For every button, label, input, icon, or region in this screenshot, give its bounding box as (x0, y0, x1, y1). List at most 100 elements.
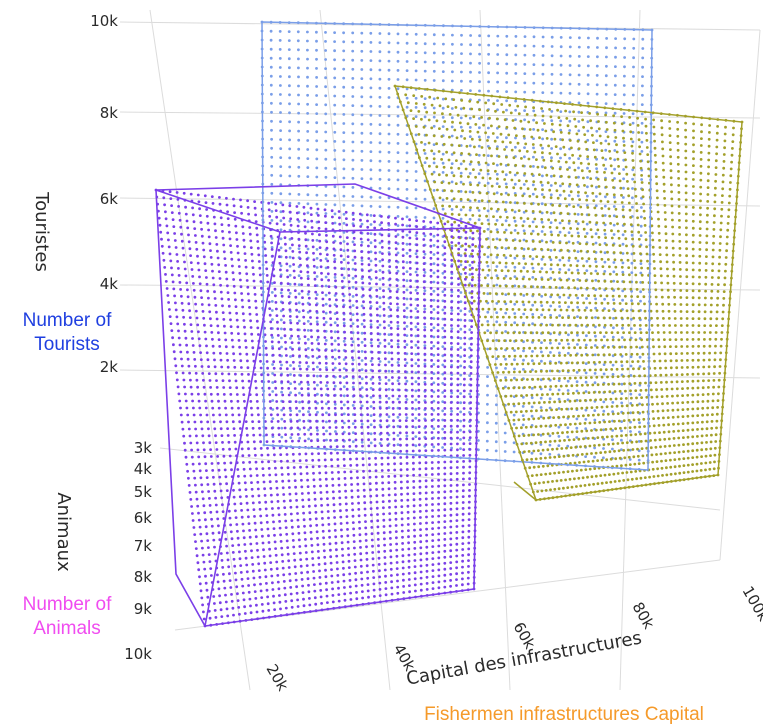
data-point (557, 271, 561, 274)
data-point (535, 393, 539, 397)
data-point (495, 403, 498, 407)
data-point (541, 308, 545, 312)
data-point (207, 235, 211, 239)
data-point (508, 171, 512, 174)
data-point (601, 265, 605, 268)
data-point (567, 219, 571, 223)
data-point (639, 281, 643, 284)
data-point (270, 164, 274, 168)
data-point (490, 315, 493, 319)
data-point (450, 290, 454, 294)
data-point (528, 224, 532, 228)
data-point (603, 390, 606, 394)
data-point (487, 71, 490, 75)
data-point (628, 338, 632, 342)
data-point (525, 292, 529, 296)
data-point (532, 165, 535, 168)
data-point (684, 121, 687, 125)
data-point (613, 449, 616, 453)
data-point (558, 301, 561, 304)
data-point (513, 354, 517, 358)
data-point (288, 66, 291, 70)
data-point (480, 245, 484, 249)
data-point (468, 130, 472, 133)
data-point (428, 164, 431, 168)
data-point (644, 439, 648, 443)
data-point (654, 288, 658, 292)
data-point (632, 56, 635, 60)
data-point (464, 242, 468, 246)
data-point (539, 473, 543, 476)
data-point (450, 276, 453, 280)
data-point (236, 244, 239, 248)
data-point (691, 331, 695, 334)
data-point (584, 427, 588, 431)
data-point (559, 211, 563, 215)
data-point (414, 133, 418, 137)
data-point (656, 203, 660, 207)
data-point (530, 396, 534, 400)
data-point (405, 297, 409, 301)
data-point (396, 443, 400, 446)
data-point (288, 102, 291, 106)
data-point (713, 193, 717, 197)
data-point (540, 202, 544, 206)
data-point (597, 185, 601, 188)
data-point (548, 108, 551, 111)
data-point (541, 156, 544, 159)
data-point (406, 101, 410, 105)
data-point (659, 373, 663, 377)
data-point (678, 464, 681, 468)
data-point (485, 448, 489, 452)
data-point (423, 252, 427, 256)
data-point (387, 205, 391, 209)
data-point (387, 333, 391, 336)
data-point (235, 238, 239, 241)
data-point (526, 217, 530, 221)
data-point (614, 316, 618, 320)
data-point (505, 62, 509, 66)
data-point (613, 139, 617, 143)
data-point (561, 138, 564, 142)
data-point (603, 450, 607, 454)
data-point (635, 280, 638, 284)
data-point (441, 152, 445, 156)
data-point (459, 190, 463, 193)
data-point (601, 435, 604, 439)
data-point (671, 408, 675, 412)
data-point (562, 454, 566, 458)
data-point (203, 194, 207, 198)
data-point (550, 54, 554, 58)
data-point (639, 224, 643, 228)
data-point (297, 66, 300, 70)
data-point (640, 121, 644, 125)
data-point (587, 45, 590, 49)
data-point (495, 357, 498, 361)
data-point (561, 219, 564, 223)
data-point (569, 353, 572, 357)
data-point (484, 101, 488, 105)
data-point (659, 366, 662, 370)
data-point (596, 436, 600, 439)
data-point (444, 97, 448, 101)
data-point (297, 247, 301, 251)
data-point (577, 92, 581, 95)
data-point (566, 212, 570, 216)
data-point (585, 259, 589, 263)
data-point (578, 198, 581, 202)
data-point (624, 237, 628, 241)
data-point (704, 262, 708, 265)
data-point (184, 205, 188, 209)
data-point (369, 214, 373, 217)
data-point (528, 194, 532, 198)
data-point (603, 251, 607, 255)
data-point (598, 243, 602, 247)
data-point (595, 157, 598, 161)
data-point (284, 249, 288, 253)
data-point (279, 192, 283, 196)
data-point (288, 111, 291, 115)
data-point (518, 370, 522, 374)
data-point (685, 233, 688, 237)
data-point (565, 361, 569, 365)
data-point (494, 421, 498, 425)
